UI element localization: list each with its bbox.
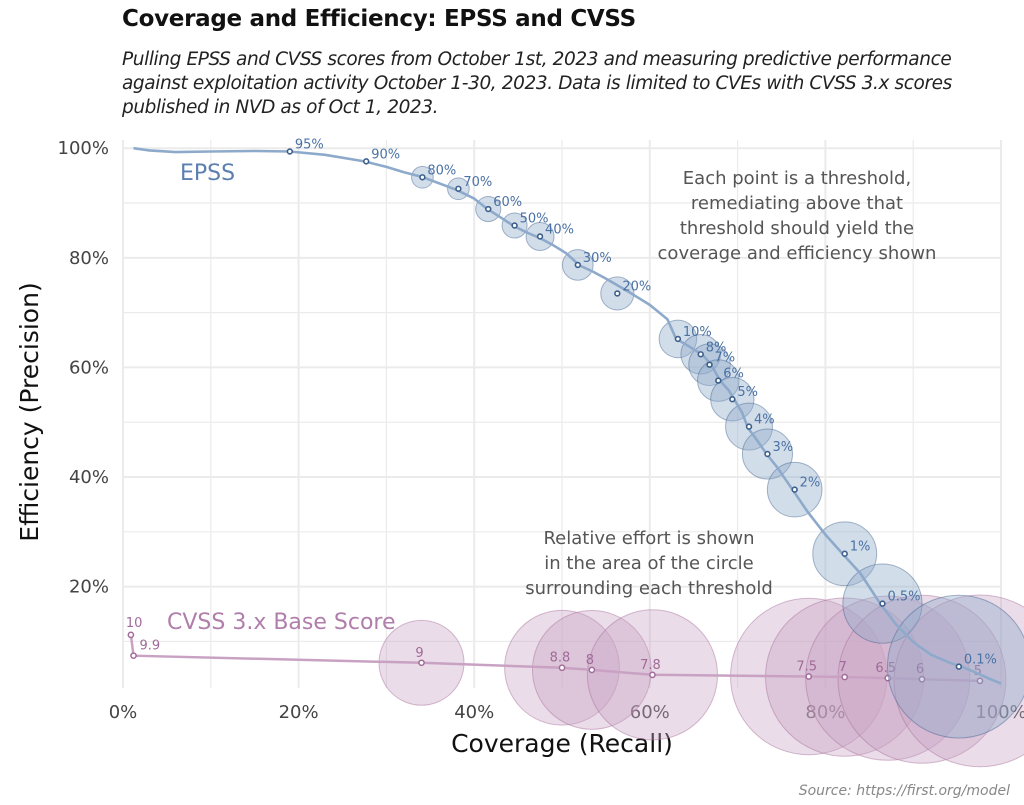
epss-threshold-point — [511, 222, 518, 229]
epss-threshold-label: 80% — [427, 163, 456, 178]
cvss-threshold-point — [918, 675, 926, 683]
annotation-line: threshold should yield the — [680, 218, 914, 239]
epss-threshold-point — [536, 233, 544, 240]
x-tick-label: 80% — [805, 702, 845, 723]
cvss-series-name: CVSS 3.x Base Score — [167, 610, 396, 635]
epss-threshold-label: 60% — [493, 195, 522, 210]
epss-threshold-point — [841, 550, 848, 557]
epss-threshold-label: 4% — [754, 413, 775, 428]
epss-threshold-label: 20% — [622, 279, 651, 294]
epss-threshold-point — [419, 174, 426, 181]
cvss-series: 10 9.9 9 8.8 8 7.8 7.5 7 6.5 6 5 — [126, 594, 1024, 768]
epss-threshold-label: 95% — [295, 138, 324, 153]
y-tick-label: 80% — [69, 248, 109, 269]
cvss-threshold-label: 8.8 — [550, 651, 571, 666]
cvss-threshold-label: 6 — [916, 662, 924, 677]
cvss-threshold-point — [130, 652, 137, 660]
epss-threshold-point — [674, 335, 682, 343]
annotation-line: coverage and efficiency shown — [658, 243, 937, 264]
epss-threshold-label: 7% — [715, 351, 736, 366]
epss-curve — [133, 146, 1002, 685]
y-tick-label: 100% — [58, 138, 109, 159]
axes: 0% 20% 40% 60% 80% 100% 20% 40% 60% 80% 100% Covera… — [15, 138, 1024, 758]
epss-threshold-label: 50% — [520, 211, 549, 226]
cvss-threshold-point — [805, 673, 813, 680]
cvss-threshold-label: 9.9 — [140, 639, 161, 654]
x-tick-label: 0% — [109, 702, 138, 723]
epss-threshold-point — [764, 450, 771, 458]
epss-threshold-label: 8% — [706, 340, 727, 355]
annotation-line: remediating above that — [691, 193, 903, 214]
cvss-threshold-point — [976, 677, 984, 685]
x-tick-label: 60% — [630, 702, 670, 723]
cvss-threshold-label: 10 — [126, 616, 143, 631]
cvss-threshold-point — [588, 666, 596, 674]
epss-threshold-point — [697, 351, 704, 358]
chart-subtitle: Pulling EPSS and CVSS scores from Octobe… — [122, 49, 952, 118]
y-tick-label: 20% — [69, 577, 109, 598]
epss-threshold-label: 40% — [545, 222, 574, 237]
epss-threshold-point — [745, 423, 753, 430]
cvss-threshold-point — [884, 674, 892, 682]
epss-series: 95%90%80%70%60%50%40%30%20%10%8%7%6%5%4%… — [133, 138, 1024, 739]
chart-title: Coverage and Efficiency: EPSS and CVSS — [122, 6, 636, 32]
epss-threshold-point — [614, 290, 621, 297]
epss-threshold-label: 6% — [723, 367, 744, 382]
x-axis-title: Coverage (Recall) — [451, 729, 673, 758]
annotation-line: in the area of the circle — [544, 553, 753, 574]
epss-threshold-point — [879, 600, 886, 607]
cvss-threshold-label: 5 — [974, 664, 982, 679]
epss-threshold-label: 0.5% — [887, 590, 920, 605]
epss-threshold-point — [791, 486, 798, 493]
epss-threshold-point — [363, 158, 370, 165]
epss-threshold-label: 10% — [683, 325, 712, 340]
epss-threshold-label: 5% — [737, 385, 758, 400]
annotations: EPSS CVSS 3.x Base Score Each point is a t… — [167, 161, 936, 635]
annotation-line: Relative effort is shown — [543, 528, 754, 549]
grid — [122, 140, 1002, 688]
epss-series-name: EPSS — [180, 161, 235, 186]
epss-threshold-label: 2% — [800, 476, 821, 491]
x-tick-label: 20% — [279, 702, 319, 723]
cvss-threshold-point — [127, 631, 135, 639]
y-tick-label: 60% — [69, 357, 109, 378]
x-tick-label: 40% — [454, 702, 494, 723]
epss-threshold-label: 3% — [772, 440, 793, 455]
epss-threshold-point — [955, 663, 963, 670]
annotation-line: surrounding each threshold — [525, 578, 773, 599]
epss-threshold-point — [574, 261, 582, 269]
epss-threshold-point — [715, 377, 722, 384]
epss-threshold-point — [485, 205, 492, 213]
cvss-threshold-point — [418, 659, 425, 667]
epss-threshold-label: 70% — [463, 175, 492, 190]
y-tick-label: 40% — [69, 467, 109, 488]
epss-threshold-point — [706, 361, 713, 368]
source-note: Source: https://first.org/model — [798, 783, 1010, 799]
cvss-threshold-label: 7.8 — [640, 658, 661, 673]
y-axis-title: Efficiency (Precision) — [15, 282, 44, 541]
epss-threshold-point — [729, 396, 736, 403]
x-tick-label: 100% — [975, 702, 1024, 723]
cvss-threshold-label: 9 — [415, 646, 423, 661]
cvss-threshold-label: 8 — [586, 653, 594, 668]
epss-threshold-point — [455, 185, 462, 192]
epss-threshold-point — [286, 148, 294, 155]
cvss-threshold-point — [841, 673, 849, 681]
cvss-threshold-label: 6.5 — [875, 661, 896, 676]
cvss-threshold-label: 7 — [839, 660, 847, 675]
cvss-threshold-label: 7.5 — [796, 659, 817, 674]
epss-threshold-label: 30% — [583, 251, 612, 266]
epss-threshold-label: 90% — [371, 147, 400, 162]
epss-threshold-label: 1% — [850, 540, 871, 555]
epss-threshold-label: 0.1% — [964, 653, 997, 668]
cvss-threshold-point — [649, 671, 656, 679]
annotation-line: Each point is a threshold, — [683, 168, 911, 189]
cvss-threshold-point — [558, 664, 566, 672]
